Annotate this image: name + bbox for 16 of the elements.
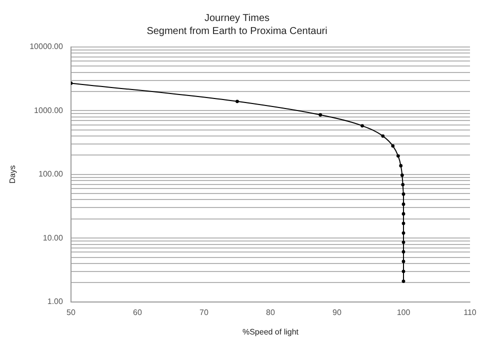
x-tick-label: 50 — [66, 308, 76, 317]
chart-subtitle: Segment from Earth to Proxima Centauri — [146, 26, 328, 37]
x-axis-title: %Speed of light — [242, 327, 300, 336]
y-tick-label: 100.00 — [38, 170, 64, 179]
x-tick-label: 80 — [266, 308, 276, 317]
x-tick-label: 100 — [396, 308, 411, 317]
y-tick-label: 10000.00 — [30, 42, 64, 52]
y-axis-title: Days — [8, 165, 18, 184]
chart-title: Journey Times — [204, 12, 270, 24]
x-tick-label: 110 — [464, 308, 477, 317]
y-tick-label: 1000.00 — [34, 106, 64, 115]
x-tick-label: 60 — [133, 308, 142, 317]
y-tick-label: 1.00 — [47, 297, 64, 306]
x-tick-label: 70 — [200, 308, 209, 317]
x-tick-label: 90 — [332, 308, 342, 317]
y-tick-label: 10.00 — [42, 233, 64, 242]
